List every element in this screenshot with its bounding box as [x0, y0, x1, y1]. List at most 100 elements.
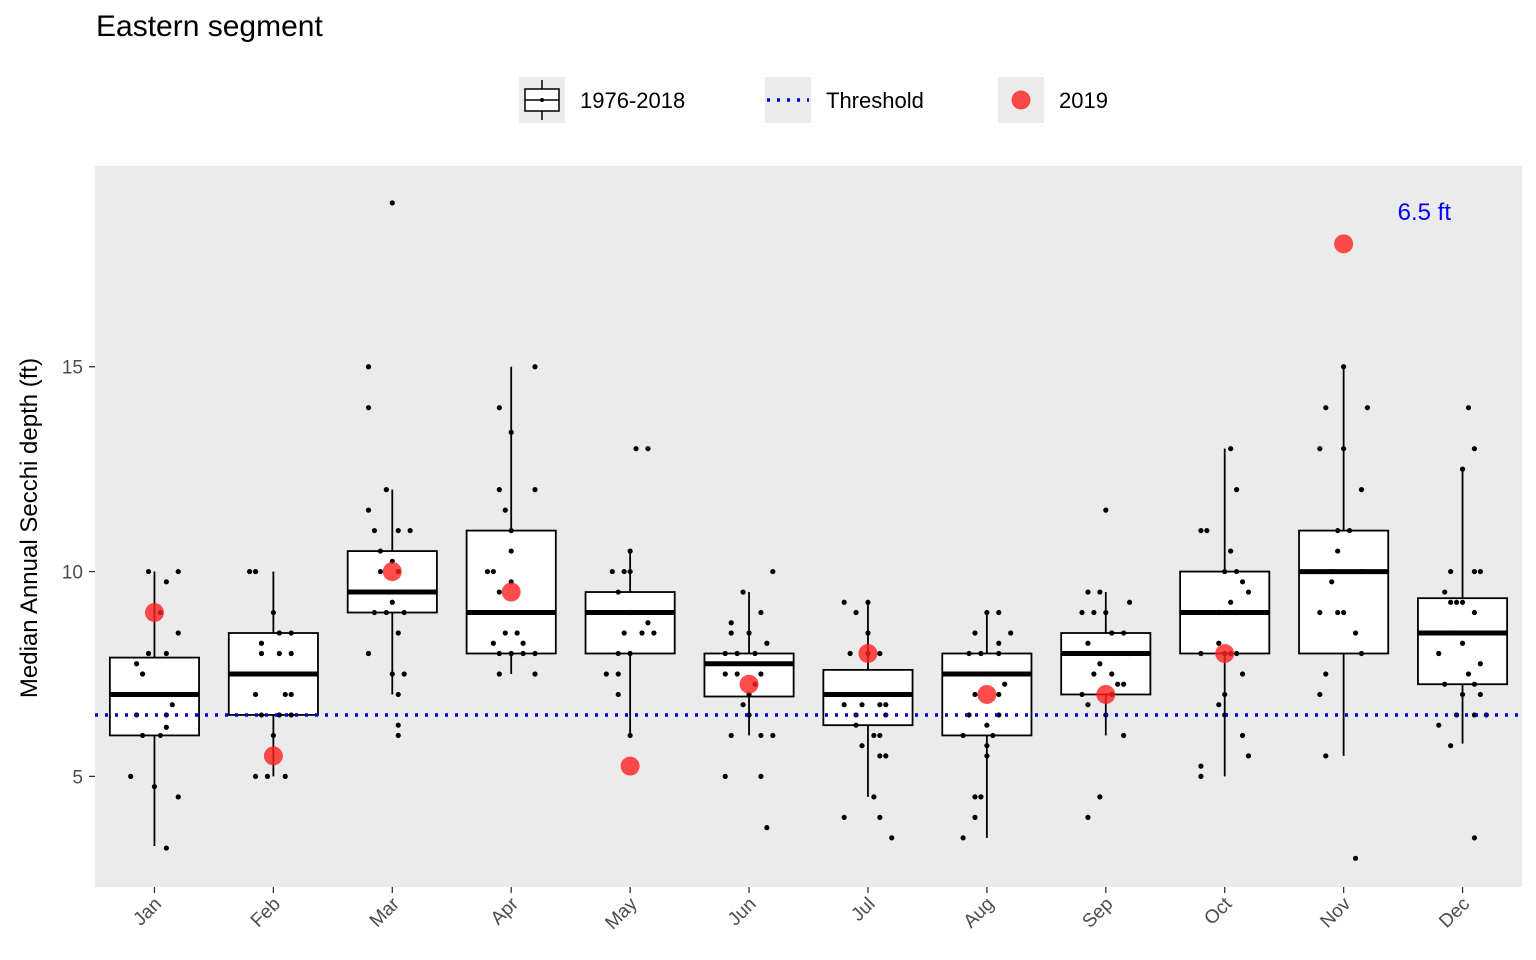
current-point: [1096, 684, 1116, 704]
data-point: [401, 609, 407, 616]
data-point: [1085, 814, 1091, 820]
box-sep: [1060, 592, 1152, 736]
data-point: [1329, 568, 1335, 575]
data-point: [859, 743, 865, 749]
data-point: [1352, 855, 1359, 861]
data-point: [1234, 487, 1240, 493]
data-point: [978, 794, 984, 800]
data-point: [252, 568, 259, 575]
data-point: [163, 724, 169, 730]
data-point: [615, 691, 621, 698]
data-point: [984, 609, 990, 616]
data-point: [728, 620, 734, 626]
data-point: [151, 784, 158, 790]
data-point: [365, 507, 372, 513]
current-point: [1334, 234, 1354, 254]
data-point: [645, 446, 651, 452]
data-point: [627, 732, 633, 739]
data-point: [859, 702, 865, 708]
data-point: [383, 487, 389, 493]
x-tick-label: Jun: [724, 894, 761, 931]
data-point: [996, 650, 1002, 657]
data-point: [883, 753, 889, 759]
data-point: [1091, 671, 1097, 677]
data-point: [389, 599, 395, 605]
data-point: [1317, 691, 1323, 698]
data-point: [270, 609, 276, 616]
current-point: [263, 746, 283, 766]
data-point: [163, 579, 169, 585]
data-point: [288, 712, 294, 718]
data-point: [1346, 527, 1353, 534]
data-point: [139, 671, 146, 677]
data-point: [1239, 732, 1246, 739]
data-point: [1459, 640, 1466, 646]
data-point: [865, 630, 871, 636]
data-point: [728, 630, 734, 636]
data-point: [722, 671, 728, 677]
y-tick-label: 15: [62, 358, 83, 379]
data-point: [615, 589, 621, 595]
data-point: [978, 650, 984, 657]
data-point: [1079, 691, 1085, 698]
data-point: [532, 650, 538, 657]
data-point: [395, 691, 401, 698]
data-point: [645, 620, 651, 626]
data-point: [1103, 507, 1109, 513]
box-iqr: [1060, 632, 1152, 696]
data-point: [395, 630, 401, 636]
data-point: [371, 609, 378, 616]
data-point: [1085, 640, 1091, 646]
data-point: [502, 507, 508, 513]
data-point: [276, 650, 282, 657]
data-point: [258, 650, 265, 657]
data-point: [1085, 589, 1091, 595]
data-point: [853, 609, 859, 616]
data-point: [758, 773, 764, 779]
data-point: [764, 824, 770, 831]
data-point: [508, 429, 514, 435]
data-point: [496, 650, 502, 657]
data-point: [758, 732, 764, 739]
data-point: [1442, 681, 1448, 687]
data-point: [1121, 630, 1127, 636]
data-point: [1448, 568, 1454, 575]
data-point: [1204, 527, 1210, 534]
data-point: [401, 671, 407, 677]
x-tick-label: May: [601, 893, 642, 934]
data-point: [139, 691, 146, 698]
data-point: [972, 814, 978, 820]
data-point: [1198, 773, 1204, 779]
data-point: [377, 548, 383, 554]
data-point: [496, 487, 502, 493]
data-point: [1335, 609, 1341, 616]
data-point: [603, 671, 609, 677]
data-point: [496, 589, 502, 595]
current-point: [1215, 643, 1235, 663]
data-point: [1477, 568, 1483, 575]
data-point: [1341, 609, 1347, 616]
data-point: [502, 630, 508, 636]
data-point: [871, 732, 877, 739]
data-point: [1228, 446, 1234, 452]
data-point: [246, 568, 253, 575]
data-point: [365, 650, 372, 657]
x-tick-label: Oct: [1200, 893, 1236, 929]
data-point: [1198, 650, 1204, 657]
data-point: [770, 732, 776, 739]
data-point: [1126, 650, 1133, 657]
data-point: [633, 446, 639, 452]
data-point: [1471, 568, 1478, 575]
data-point: [877, 753, 883, 759]
data-point: [1234, 650, 1240, 657]
data-point: [395, 732, 401, 739]
data-point: [1126, 599, 1133, 605]
data-point: [1448, 599, 1454, 605]
data-point: [615, 671, 621, 677]
data-point: [1477, 661, 1483, 667]
data-point: [984, 753, 990, 759]
box-iqr: [1298, 529, 1390, 655]
data-point: [966, 650, 972, 657]
data-point: [877, 814, 883, 820]
data-point: [1216, 640, 1222, 646]
